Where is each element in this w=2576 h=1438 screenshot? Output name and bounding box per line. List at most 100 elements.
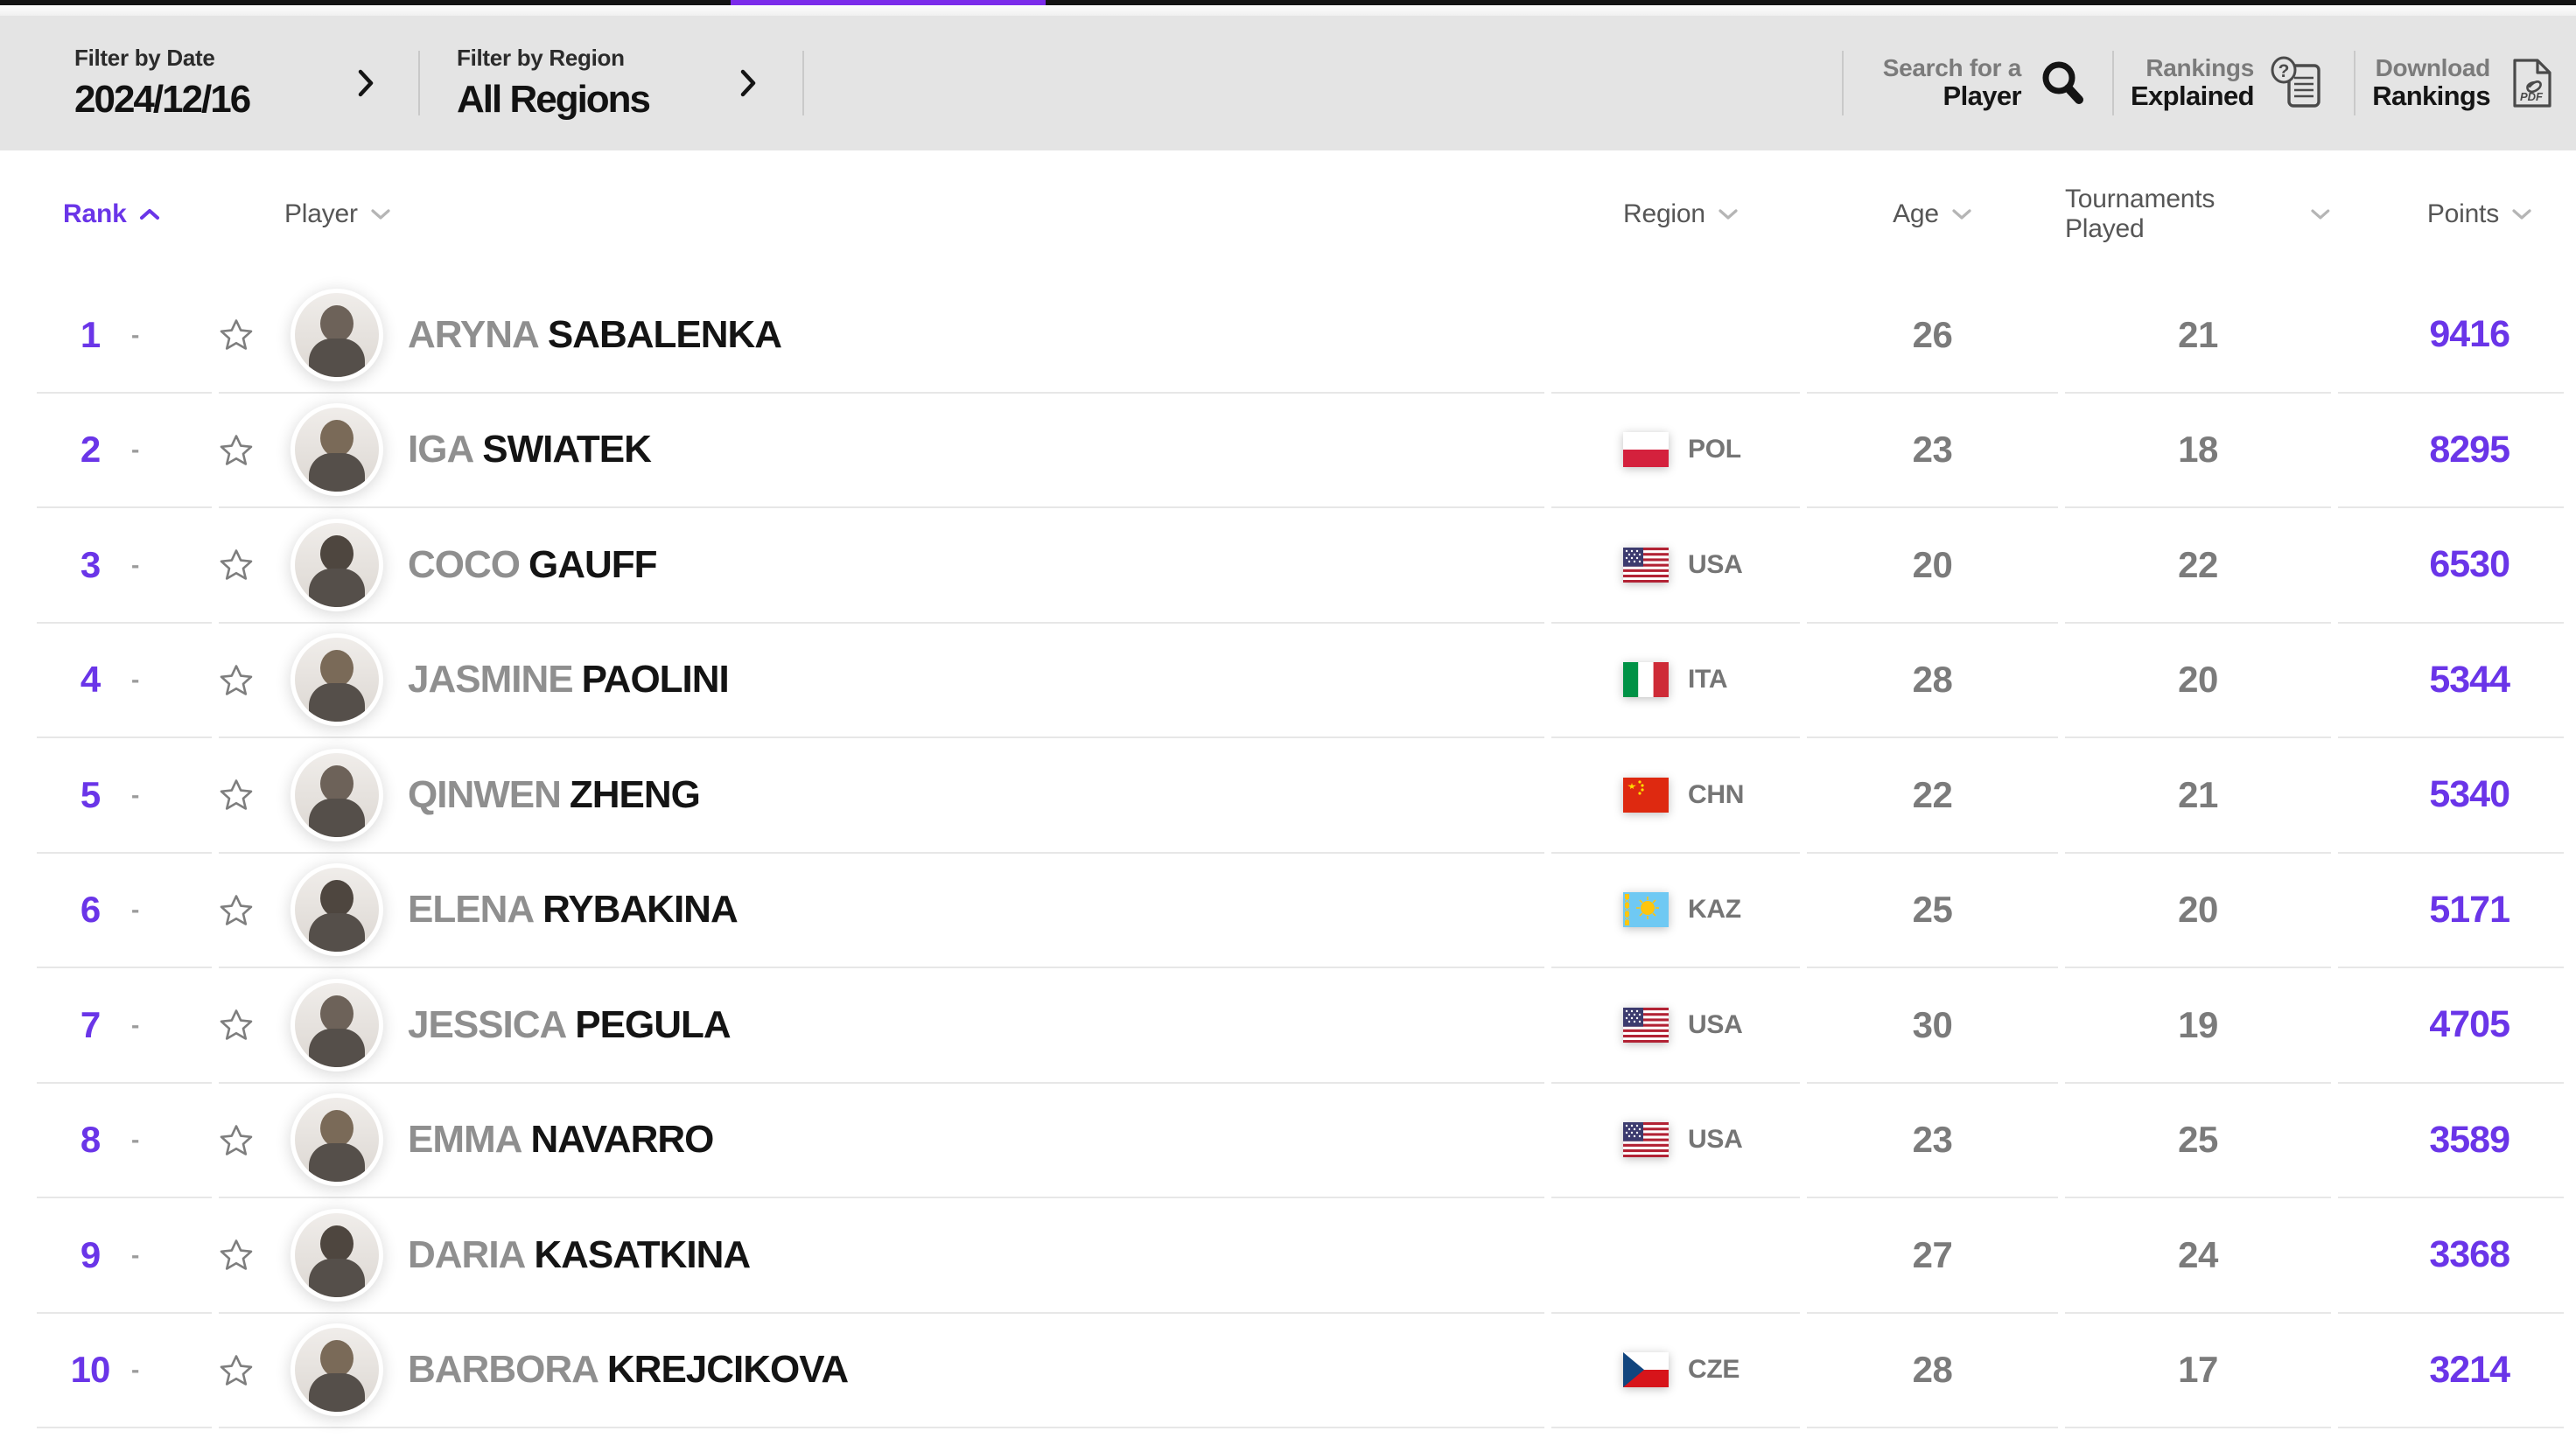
header-rank-label: Rank (63, 199, 127, 228)
region-cell: USA (1551, 1084, 1800, 1198)
tournaments-cell: 22 (2065, 508, 2331, 624)
player-name[interactable]: QINWEN ZHENG (408, 772, 701, 817)
divider (2354, 51, 2356, 115)
divider (2112, 51, 2114, 115)
header-tournaments[interactable]: Tournaments Played (2065, 185, 2331, 244)
header-region[interactable]: Region (1551, 199, 1800, 229)
points-cell: 3214 (2338, 1314, 2564, 1428)
player-first-name: JESSICA (408, 1002, 567, 1046)
rank-number: 1 (80, 313, 101, 355)
player-cell: DARIA KASATKINA (219, 1198, 1544, 1314)
table-row[interactable]: 7 - JESSICA PEGULA USA 30 19 4705 (37, 968, 2564, 1084)
favorite-star-icon[interactable] (219, 1122, 254, 1157)
download-rankings-line1: Download (2375, 53, 2491, 81)
chevron-down-icon (1718, 209, 1738, 220)
favorite-star-icon[interactable] (219, 778, 254, 813)
rankings-explained-button[interactable]: Rankings Explained ? (2114, 54, 2354, 112)
download-rankings-button[interactable]: Download Rankings PDF (2356, 54, 2557, 112)
player-name[interactable]: EMMA NAVARRO (408, 1118, 714, 1162)
age-cell: 25 (1807, 854, 2058, 968)
filter-by-date[interactable]: Filter by Date 2024/12/16 (74, 45, 418, 122)
header-tournaments-label: Tournaments Played (2065, 185, 2216, 243)
player-photo (295, 522, 379, 607)
search-icon (2042, 61, 2083, 104)
search-label-line2: Player (1942, 80, 2022, 112)
table-row[interactable]: 10 - BARBORA KREJCIKOVA CZE 28 17 3214 (37, 1314, 2564, 1428)
points-cell: 8295 (2338, 394, 2564, 508)
favorite-star-icon[interactable] (219, 318, 254, 353)
tournaments-cell: 21 (2065, 738, 2331, 854)
favorite-star-icon[interactable] (219, 432, 254, 467)
tournaments-cell: 21 (2065, 278, 2331, 394)
filter-by-region[interactable]: Filter by Region All Regions (420, 45, 802, 122)
player-first-name: IGA (408, 428, 474, 471)
player-cell: IGA SWIATEK (219, 394, 1544, 508)
player-name[interactable]: BARBORA KREJCIKOVA (408, 1348, 849, 1392)
player-name[interactable]: JASMINE PAOLINI (408, 658, 730, 702)
player-name[interactable]: ARYNA SABALENKA (408, 312, 782, 357)
player-cell: QINWEN ZHENG (219, 738, 1544, 854)
region-cell: KAZ (1551, 854, 1800, 968)
header-points[interactable]: Points (2338, 199, 2564, 229)
points-cell: 4705 (2338, 968, 2564, 1084)
region-flag (1623, 1122, 1669, 1158)
table-row[interactable]: 4 - JASMINE PAOLINI ITA 28 20 5344 (37, 624, 2564, 738)
header-player[interactable]: Player (219, 199, 1544, 229)
region-code: USA (1688, 1125, 1743, 1155)
player-photo (295, 982, 379, 1067)
points-cell: 6530 (2338, 508, 2564, 624)
divider (418, 51, 420, 115)
tournaments-cell: 24 (2065, 1198, 2331, 1314)
player-last-name: ZHENG (569, 772, 701, 816)
rank-cell: 1 - (37, 278, 212, 394)
player-name[interactable]: ELENA RYBAKINA (408, 888, 738, 932)
search-for-player-button[interactable]: Search for a Player (1844, 54, 2112, 112)
rank-movement: - (131, 1356, 140, 1384)
player-name[interactable]: IGA SWIATEK (408, 428, 652, 471)
points-cell: 5344 (2338, 624, 2564, 738)
player-cell: BARBORA KREJCIKOVA (219, 1314, 1544, 1428)
player-last-name: KREJCIKOVA (606, 1348, 849, 1392)
rank-movement: - (131, 1010, 140, 1038)
table-row[interactable]: 2 - IGA SWIATEK POL 23 18 8295 (37, 394, 2564, 508)
favorite-star-icon[interactable] (219, 1008, 254, 1043)
table-row[interactable]: 9 - DARIA KASATKINA 27 24 3368 (37, 1198, 2564, 1314)
player-cell: ARYNA SABALENKA (219, 278, 1544, 394)
header-age-label: Age (1893, 199, 1939, 228)
header-age[interactable]: Age (1807, 199, 2058, 229)
chevron-down-icon (1952, 209, 1971, 220)
player-first-name: ARYNA (408, 312, 540, 356)
favorite-star-icon[interactable] (219, 662, 254, 697)
player-last-name: GAUFF (528, 542, 658, 586)
player-first-name: COCO (408, 542, 521, 586)
favorite-star-icon[interactable] (219, 892, 254, 927)
region-flag (1623, 1007, 1669, 1043)
player-name[interactable]: JESSICA PEGULA (408, 1002, 732, 1047)
header-region-label: Region (1623, 199, 1705, 228)
table-row[interactable]: 8 - EMMA NAVARRO USA 23 25 3589 (37, 1084, 2564, 1198)
player-photo (295, 638, 379, 722)
favorite-star-icon[interactable] (219, 548, 254, 583)
table-row[interactable]: 5 - QINWEN ZHENG CHN 22 21 5340 (37, 738, 2564, 854)
region-flag (1623, 777, 1669, 813)
player-name[interactable]: COCO GAUFF (408, 542, 658, 587)
region-cell (1551, 1198, 1800, 1314)
player-name[interactable]: DARIA KASATKINA (408, 1233, 751, 1277)
tournaments-cell: 18 (2065, 394, 2331, 508)
table-row[interactable]: 3 - COCO GAUFF USA 20 22 6530 (37, 508, 2564, 624)
search-label-line1: Search for a (1882, 53, 2022, 81)
age-cell: 23 (1807, 1084, 2058, 1198)
player-avatar (290, 1208, 383, 1302)
header-rank[interactable]: Rank (37, 199, 212, 229)
table-row[interactable]: 6 - ELENA RYBAKINA KAZ 25 20 5171 (37, 854, 2564, 968)
table-row[interactable]: 1 - ARYNA SABALENKA 26 21 9416 (37, 278, 2564, 394)
region-code: KAZ (1688, 895, 1741, 925)
rank-movement: - (131, 780, 140, 808)
chevron-right-icon (740, 69, 756, 97)
top-gap (0, 5, 2576, 16)
filter-date-label: Filter by Date (74, 45, 215, 71)
region-cell: USA (1551, 968, 1800, 1084)
favorite-star-icon[interactable] (219, 1238, 254, 1273)
player-avatar (290, 633, 383, 727)
favorite-star-icon[interactable] (219, 1352, 254, 1387)
